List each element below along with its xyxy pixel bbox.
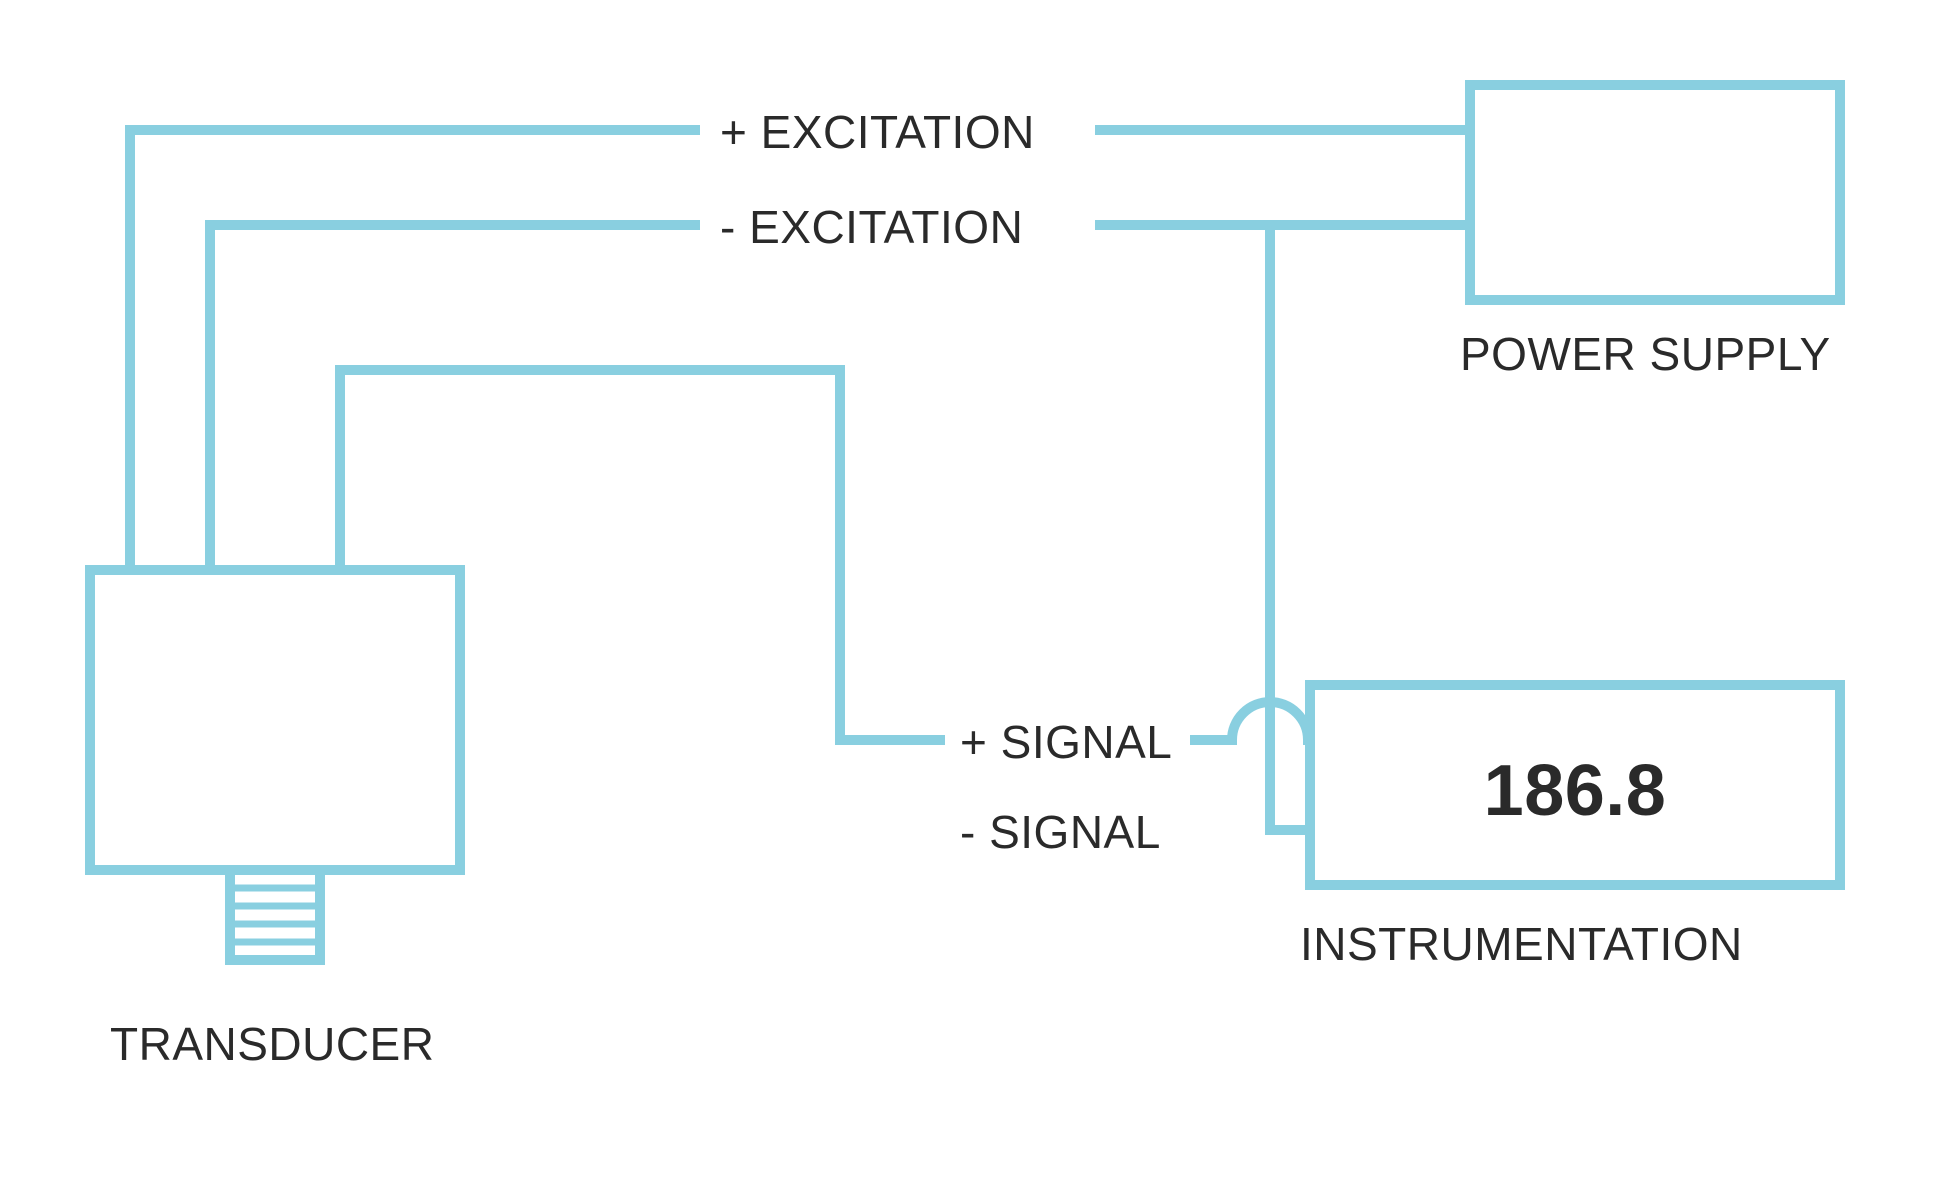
- wiring-diagram: + EXCITATION - EXCITATION + SIGNAL - SIGNAL…: [0, 0, 1951, 1185]
- label-transducer: TRANSDUCER: [110, 1018, 434, 1070]
- label-power-supply: POWER SUPPLY: [1460, 328, 1831, 380]
- label-neg-excitation: - EXCITATION: [720, 201, 1023, 253]
- label-pos-excitation: + EXCITATION: [720, 106, 1035, 158]
- label-instrumentation: INSTRUMENTATION: [1300, 918, 1743, 970]
- display-value: 186.8: [1484, 751, 1667, 831]
- label-pos-signal: + SIGNAL: [960, 716, 1172, 768]
- label-neg-signal: - SIGNAL: [960, 806, 1161, 858]
